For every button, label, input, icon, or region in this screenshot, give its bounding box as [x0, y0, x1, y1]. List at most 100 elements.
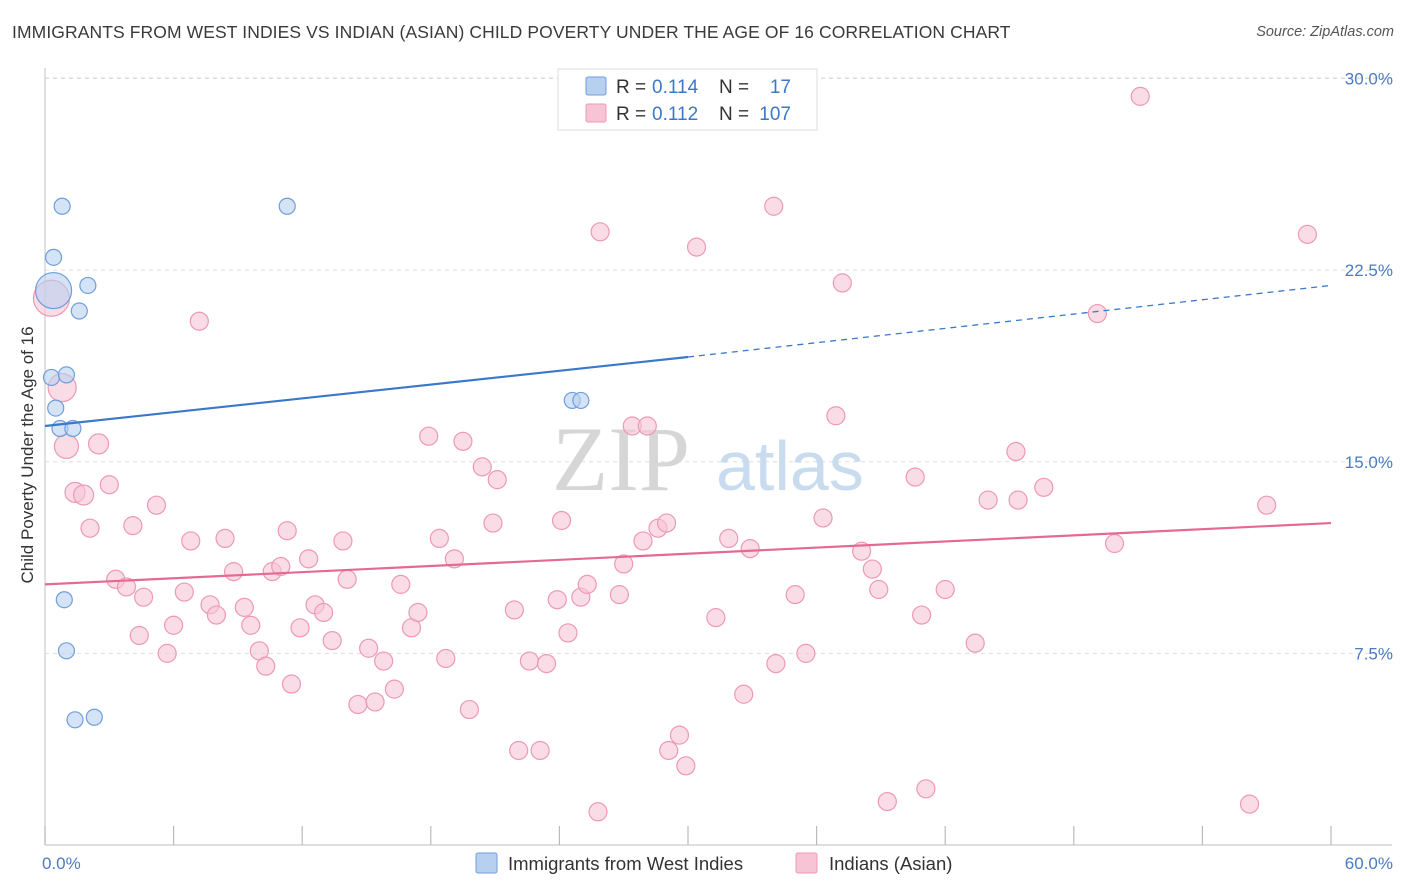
point-indians-55 — [504, 600, 524, 620]
point-indians-28 — [271, 556, 291, 577]
point-indians-43 — [391, 574, 411, 594]
point-indians-81 — [740, 539, 760, 559]
point-indians-91 — [869, 579, 889, 600]
point-indians-77 — [686, 237, 707, 257]
legend-box: R = 0.114 N = 17 R = 0.112 N = 107 — [557, 68, 818, 131]
point-indians-79 — [719, 528, 739, 549]
point-west-indies-2 — [44, 248, 63, 266]
point-indians-47 — [429, 528, 449, 549]
point-indians-5 — [87, 433, 110, 455]
x-tick-label-1: 60.0% — [1345, 854, 1393, 873]
point-indians-104 — [1130, 86, 1150, 106]
point-indians-83 — [766, 653, 786, 674]
point-indians-53 — [483, 513, 503, 533]
point-indians-14 — [157, 643, 177, 663]
point-indians-86 — [813, 508, 833, 528]
point-indians-94 — [912, 605, 932, 625]
point-west-indies-10 — [278, 197, 296, 215]
point-indians-49 — [444, 549, 464, 569]
watermark-zip: ZIP — [552, 408, 690, 510]
point-indians-39 — [359, 638, 379, 658]
point-indians-48 — [436, 648, 456, 669]
point-indians-52 — [472, 457, 492, 477]
point-indians-60 — [547, 590, 567, 610]
bottom-legend-label-indians: Indians (Asian) — [829, 853, 952, 874]
point-west-indies-6 — [57, 366, 76, 384]
y-tick-label-0: 7.5% — [1354, 644, 1393, 663]
point-indians-16 — [181, 531, 201, 551]
point-indians-23 — [234, 597, 254, 617]
point-indians-99 — [1006, 441, 1026, 462]
point-indians-50 — [453, 431, 473, 451]
point-indians-51 — [459, 699, 479, 720]
point-indians-82 — [764, 196, 784, 216]
point-indians-100 — [1008, 490, 1028, 510]
point-indians-21 — [215, 528, 235, 549]
bottom-legend-label-west-indies: Immigrants from West Indies — [508, 853, 743, 874]
point-indians-66 — [590, 222, 610, 242]
point-indians-38 — [348, 694, 368, 715]
point-indians-96 — [935, 579, 955, 600]
legend-r-value-1: 0.114 — [652, 77, 699, 98]
point-west-indies-14 — [57, 642, 76, 660]
legend-r-label-2: R = — [616, 104, 646, 125]
point-west-indies-1 — [53, 197, 71, 215]
point-indians-70 — [637, 416, 657, 436]
trend-line-west-indies-extension — [687, 284, 1332, 358]
point-indians-11 — [146, 495, 167, 515]
point-indians-13 — [129, 625, 149, 646]
point-indians-59 — [536, 653, 557, 674]
bottom-legend-swatch-indians — [795, 852, 818, 874]
legend-r-value-2: 0.112 — [652, 104, 698, 125]
point-indians-64 — [577, 574, 597, 594]
point-indians-45 — [408, 602, 428, 623]
legend-swatch-west-indies — [585, 76, 607, 96]
y-axis-label: Child Poverty Under the Age of 16 — [18, 326, 37, 583]
point-indians-46 — [419, 426, 439, 446]
point-indians-26 — [256, 656, 276, 676]
point-indians-10 — [123, 516, 143, 536]
point-indians-56 — [509, 740, 529, 761]
point-indians-93 — [905, 467, 925, 487]
bottom-legend-swatch-west-indies — [475, 852, 498, 874]
point-indians-87 — [826, 406, 846, 426]
point-indians-24 — [241, 615, 261, 635]
point-indians-18 — [189, 311, 209, 331]
point-indians-78 — [706, 608, 726, 628]
point-indians-97 — [965, 633, 985, 653]
legend-n-label-1: N = — [719, 77, 749, 98]
point-indians-57 — [519, 651, 539, 671]
point-west-indies-15 — [66, 711, 84, 729]
trend-line-west-indies — [44, 355, 689, 428]
point-indians-6 — [99, 475, 119, 495]
trend-lines — [44, 284, 1332, 586]
point-indians-22 — [224, 562, 244, 582]
point-indians-37 — [337, 569, 357, 589]
legend-r-label-1: R = — [616, 77, 646, 98]
point-indians-95 — [916, 779, 936, 799]
point-indians-34 — [314, 602, 334, 623]
point-indians-58 — [530, 740, 550, 761]
point-west-indies-5 — [42, 368, 61, 387]
point-indians-31 — [290, 618, 310, 638]
point-indians-74 — [659, 740, 679, 761]
point-indians-80 — [734, 684, 754, 704]
point-indians-105 — [1239, 794, 1260, 814]
point-west-indies-13 — [55, 591, 73, 609]
point-west-indies-4 — [70, 302, 88, 320]
point-indians-98 — [978, 490, 998, 510]
point-indians-85 — [796, 643, 816, 663]
point-indians-88 — [832, 273, 852, 293]
legend-n-value-2: 107 — [759, 104, 791, 125]
point-west-indies-12 — [572, 391, 590, 410]
point-indians-54 — [487, 470, 507, 490]
point-indians-84 — [785, 585, 805, 605]
point-indians-67 — [609, 585, 630, 605]
point-indians-15 — [164, 615, 184, 635]
point-indians-68 — [614, 554, 634, 574]
y-tick-label-2: 22.5% — [1345, 261, 1393, 280]
point-indians-73 — [656, 513, 677, 533]
chart-title: IMMIGRANTS FROM WEST INDIES VS INDIAN (A… — [12, 22, 1011, 42]
x-tick-label-0: 0.0% — [42, 854, 81, 873]
